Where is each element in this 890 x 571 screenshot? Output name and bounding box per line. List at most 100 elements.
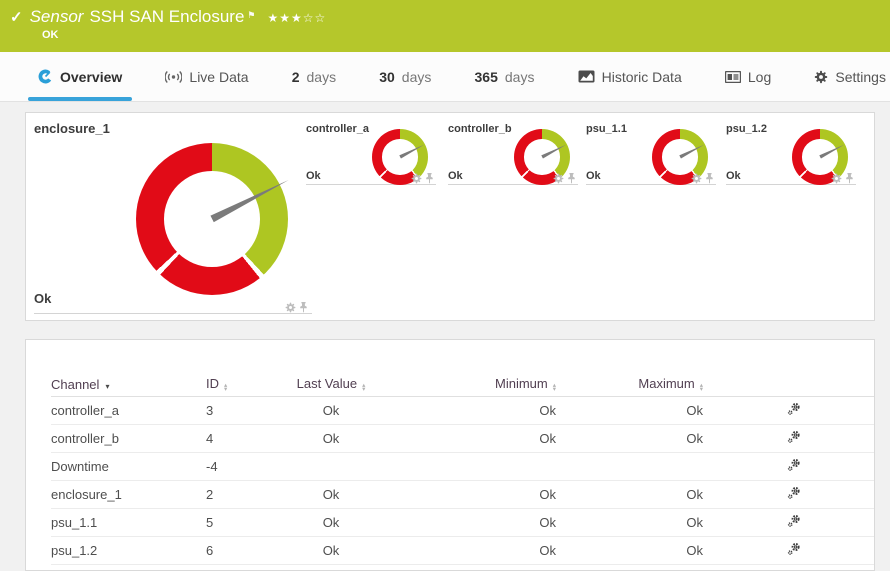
tile-actions [831,173,854,184]
log-icon [724,70,741,83]
cell-channel[interactable]: Downtime [51,459,109,474]
cell-id: 4 [206,431,214,446]
channel-settings-icon[interactable] [787,458,801,472]
pin-icon[interactable] [299,302,308,313]
chart-icon [578,70,595,83]
cell-maximum: Ok [686,403,703,418]
tab-number: 30 [379,68,395,85]
gauge-status: Ok [34,291,52,306]
tab-settings[interactable]: Settings [814,52,886,101]
sort-desc-icon: ▾ [105,381,110,391]
column-header-channel[interactable]: Channel ▾ [51,376,110,392]
cell-last-value: Ok [322,431,340,446]
channel-settings-icon[interactable] [787,542,801,556]
cell-channel[interactable]: controller_a [51,403,119,418]
sort-carets-icon: ▴ ▾ [699,381,703,393]
cell-minimum: Ok [539,487,556,502]
cell-maximum: Ok [686,487,703,502]
settings-gear-icon [814,70,828,84]
cell-channel[interactable]: controller_b [51,431,119,446]
ok-check-icon: ✓ [10,9,23,26]
tile-divider [726,184,856,185]
cell-maximum: Ok [686,543,703,558]
column-header-max[interactable]: Maximum ▴ ▾ [638,375,703,393]
cell-id: -4 [206,459,218,474]
sort-carets-icon: ▴ ▾ [362,381,366,393]
tab-2-days[interactable]: 2 days [292,52,336,101]
pin-icon[interactable] [705,173,714,184]
gear-icon[interactable] [285,302,296,313]
tab-label: days [401,68,432,85]
tile-actions [553,173,576,184]
gear-icon[interactable] [553,173,564,184]
tab-log[interactable]: Log [724,52,771,101]
tab-live-data[interactable]: Live Data [165,52,249,101]
cell-id: 2 [206,487,214,502]
gear-icon[interactable] [831,173,842,184]
cell-maximum: Ok [686,515,703,530]
column-header-id[interactable]: ID ▴ ▾ [206,375,228,393]
gauge-status: Ok [448,170,463,182]
tab-number: 365 [474,68,498,85]
channel-table-header: Channel ▾ ID ▴ ▾ Last Value ▴ ▾ Minimum ▴ ▾ Maximum… [51,372,874,397]
tab-label: days [306,68,337,85]
cell-channel[interactable]: psu_1.2 [51,543,98,558]
table-row: controller_b 4 Ok Ok Ok [51,425,874,453]
tab-label: Live Data [189,68,249,85]
status-gauge [136,143,288,295]
tab-label: Settings [835,68,886,85]
gauge-title: psu_1.2 [726,123,767,135]
gauge-title: enclosure_1 [34,121,110,136]
tile-divider [306,184,436,185]
pin-icon[interactable] [425,173,434,184]
live-icon [165,70,183,84]
tab-label: Historic Data [601,68,682,85]
sort-carets-icon: ▴ ▾ [224,381,228,393]
sensor-header: ✓ Sensor SSH SAN Enclosure ⚑ ★★★☆☆ OK [0,0,890,52]
gauge-tile-enclosure_1[interactable]: enclosure_1 Ok [34,121,312,314]
gauge-icon [38,69,53,84]
table-row: psu_1.1 5 Ok Ok Ok [51,509,874,537]
gauge-tile-psu_1.2[interactable]: psu_1.2 Ok [726,123,856,185]
gauge-title: controller_a [306,123,369,135]
channel-settings-icon[interactable] [787,430,801,444]
column-header-last[interactable]: Last Value ▴ ▾ [296,375,366,393]
tab-30-days[interactable]: 30 days [379,52,431,101]
tab-historic-data[interactable]: Historic Data [578,52,682,101]
cell-id: 6 [206,543,214,558]
tab-overview[interactable]: Overview [27,52,133,101]
channel-settings-icon[interactable] [787,486,801,500]
flag-icon[interactable]: ⚑ [247,10,256,20]
tab-number: 2 [291,68,300,85]
gear-icon[interactable] [411,173,422,184]
object-type-label: Sensor [29,7,84,26]
tab-bar: Overview Live Data 2 days 30 days 365 days Histo… [0,52,890,102]
gauge-status: Ok [306,170,321,182]
channel-settings-icon[interactable] [787,514,801,528]
tile-divider [34,313,312,314]
gauge-title: controller_b [448,123,512,135]
gear-icon[interactable] [691,173,702,184]
cell-minimum: Ok [539,515,556,530]
pin-icon[interactable] [845,173,854,184]
channel-settings-icon[interactable] [787,402,801,416]
table-row: psu_1.2 6 Ok Ok Ok [51,537,874,565]
gauge-tile-controller_a[interactable]: controller_a Ok [306,123,436,185]
tile-divider [586,184,716,185]
sensor-name: SSH SAN Enclosure [89,7,245,26]
gauge-status: Ok [586,170,601,182]
gauge-tile-psu_1.1[interactable]: psu_1.1 Ok [586,123,716,185]
column-header-min[interactable]: Minimum ▴ ▾ [495,375,556,393]
cell-minimum: Ok [539,403,556,418]
channels-table-panel: Channel ▾ ID ▴ ▾ Last Value ▴ ▾ Minimum ▴ ▾ Maximum… [25,339,875,571]
tile-actions [691,173,714,184]
gauge-tile-controller_b[interactable]: controller_b Ok [448,123,578,185]
cell-last-value: Ok [322,487,340,502]
pin-icon[interactable] [567,173,576,184]
cell-channel[interactable]: enclosure_1 [51,487,122,502]
priority-star-rating[interactable]: ★★★☆☆ [267,11,327,25]
tab-365-days[interactable]: 365 days [475,52,535,101]
cell-channel[interactable]: psu_1.1 [51,515,98,530]
cell-id: 5 [206,515,214,530]
